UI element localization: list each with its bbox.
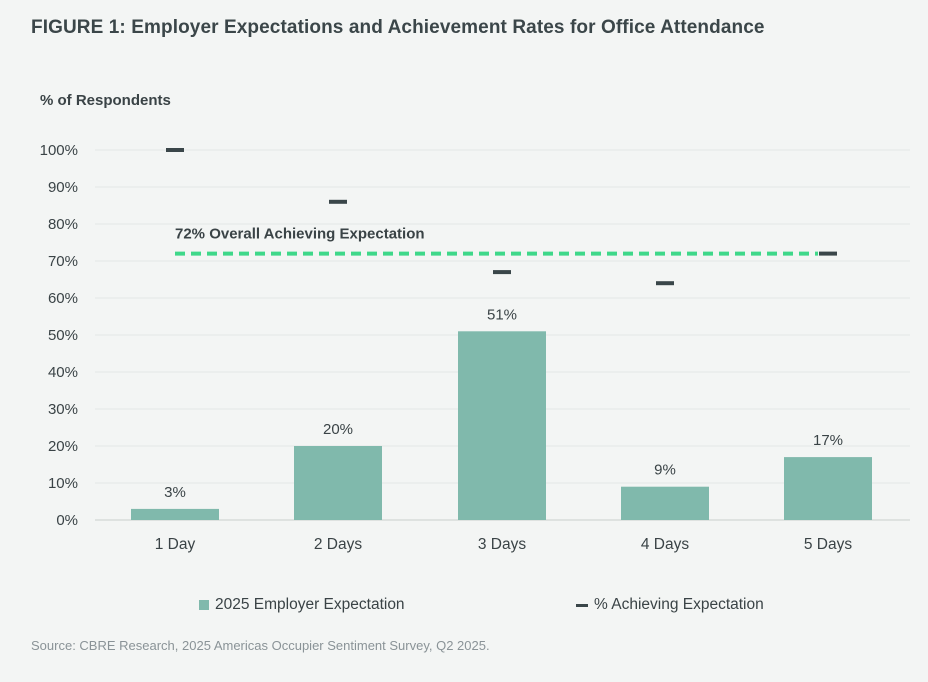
legend-item-achieving: % Achieving Expectation xyxy=(576,596,764,614)
reference-line-label: 72% Overall Achieving Expectation xyxy=(175,226,425,243)
bar-data-label: 20% xyxy=(323,421,353,438)
bar-data-label: 17% xyxy=(813,432,843,449)
legend-dash-icon xyxy=(576,603,588,607)
bar xyxy=(458,331,546,520)
y-tick-label: 100% xyxy=(40,142,78,159)
y-tick-label: 30% xyxy=(48,401,78,418)
y-tick-label: 0% xyxy=(56,512,78,529)
legend-label-expectation: 2025 Employer Expectation xyxy=(215,596,405,613)
x-tick-label: 1 Day xyxy=(155,536,196,553)
x-tick-label: 2 Days xyxy=(314,536,362,553)
y-tick-label: 90% xyxy=(48,179,78,196)
y-tick-label: 60% xyxy=(48,290,78,307)
chart-canvas: % of Respondents 0% 10% 20% 30% 40% 50% 60% 70%… xyxy=(40,92,910,553)
bar xyxy=(621,486,709,520)
source-note: Source: CBRE Research, 2025 Americas Occ… xyxy=(31,638,490,653)
achieving-marker xyxy=(819,251,837,256)
chart-title: FIGURE 1: Employer Expectations and Achi… xyxy=(31,17,765,38)
y-tick-label: 10% xyxy=(48,475,78,492)
y-tick-label: 80% xyxy=(48,216,78,233)
bar-data-label: 51% xyxy=(487,306,517,323)
legend-swatch-icon xyxy=(199,600,209,610)
bar xyxy=(784,457,872,520)
bar-data-label: 9% xyxy=(654,462,676,479)
achieving-marker xyxy=(166,148,184,152)
x-tick-label: 4 Days xyxy=(641,536,689,553)
achieving-marker xyxy=(329,199,347,204)
bar xyxy=(294,446,382,520)
bar-data-label: 3% xyxy=(164,484,186,501)
y-tick-label: 70% xyxy=(48,253,78,270)
y-axis-label: % of Respondents xyxy=(40,92,171,109)
x-tick-label: 3 Days xyxy=(478,536,526,553)
achieving-marker xyxy=(656,281,674,286)
achieving-marker xyxy=(493,270,511,275)
y-tick-label: 20% xyxy=(48,438,78,455)
legend-item-expectation: 2025 Employer Expectation xyxy=(199,596,405,614)
x-tick-label: 5 Days xyxy=(804,536,852,553)
legend-label-achieving: % Achieving Expectation xyxy=(594,596,764,613)
y-tick-label: 50% xyxy=(48,327,78,344)
bar xyxy=(131,508,219,520)
y-tick-label: 40% xyxy=(48,364,78,381)
